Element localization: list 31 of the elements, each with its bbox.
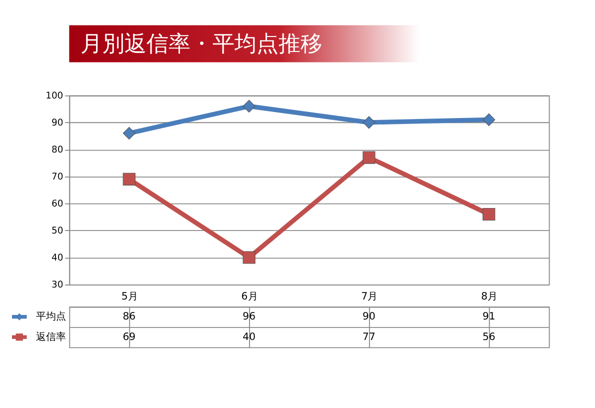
point bbox=[242, 100, 256, 113]
x-tick-label: 8月 bbox=[481, 292, 498, 303]
point bbox=[242, 251, 256, 264]
y-tick-label: 70 bbox=[51, 172, 64, 183]
y-tick-label: 30 bbox=[51, 280, 64, 291]
y-tick-label: 50 bbox=[51, 226, 64, 237]
legend-label: 平均点 bbox=[36, 310, 66, 323]
y-tick-label: 60 bbox=[51, 198, 64, 210]
legend-label: 返信率 bbox=[36, 330, 66, 343]
data-label: 90 bbox=[362, 312, 376, 323]
data-label: 91 bbox=[482, 312, 496, 323]
data-label: 86 bbox=[122, 312, 136, 323]
point bbox=[482, 208, 496, 221]
point bbox=[362, 151, 376, 164]
point bbox=[122, 126, 136, 140]
x-tick-label: 6月 bbox=[241, 292, 258, 303]
point bbox=[482, 113, 496, 126]
y-tick-label: 100 bbox=[46, 90, 64, 102]
data-label: 96 bbox=[242, 312, 256, 323]
y-tick-label: 40 bbox=[51, 252, 64, 264]
point bbox=[122, 172, 136, 186]
x-tick-label: 5月 bbox=[121, 292, 138, 303]
y-tick-label: 80 bbox=[51, 144, 64, 156]
data-label: 40 bbox=[242, 332, 256, 343]
x-tick-label: 7月 bbox=[361, 292, 378, 303]
chart-title: 月別返信率・平均点推移 bbox=[80, 31, 322, 58]
data-label: 69 bbox=[122, 332, 136, 343]
data-label: 56 bbox=[482, 332, 496, 343]
data-label: 77 bbox=[362, 332, 376, 343]
y-tick-label: 90 bbox=[51, 118, 64, 129]
point bbox=[362, 116, 376, 129]
